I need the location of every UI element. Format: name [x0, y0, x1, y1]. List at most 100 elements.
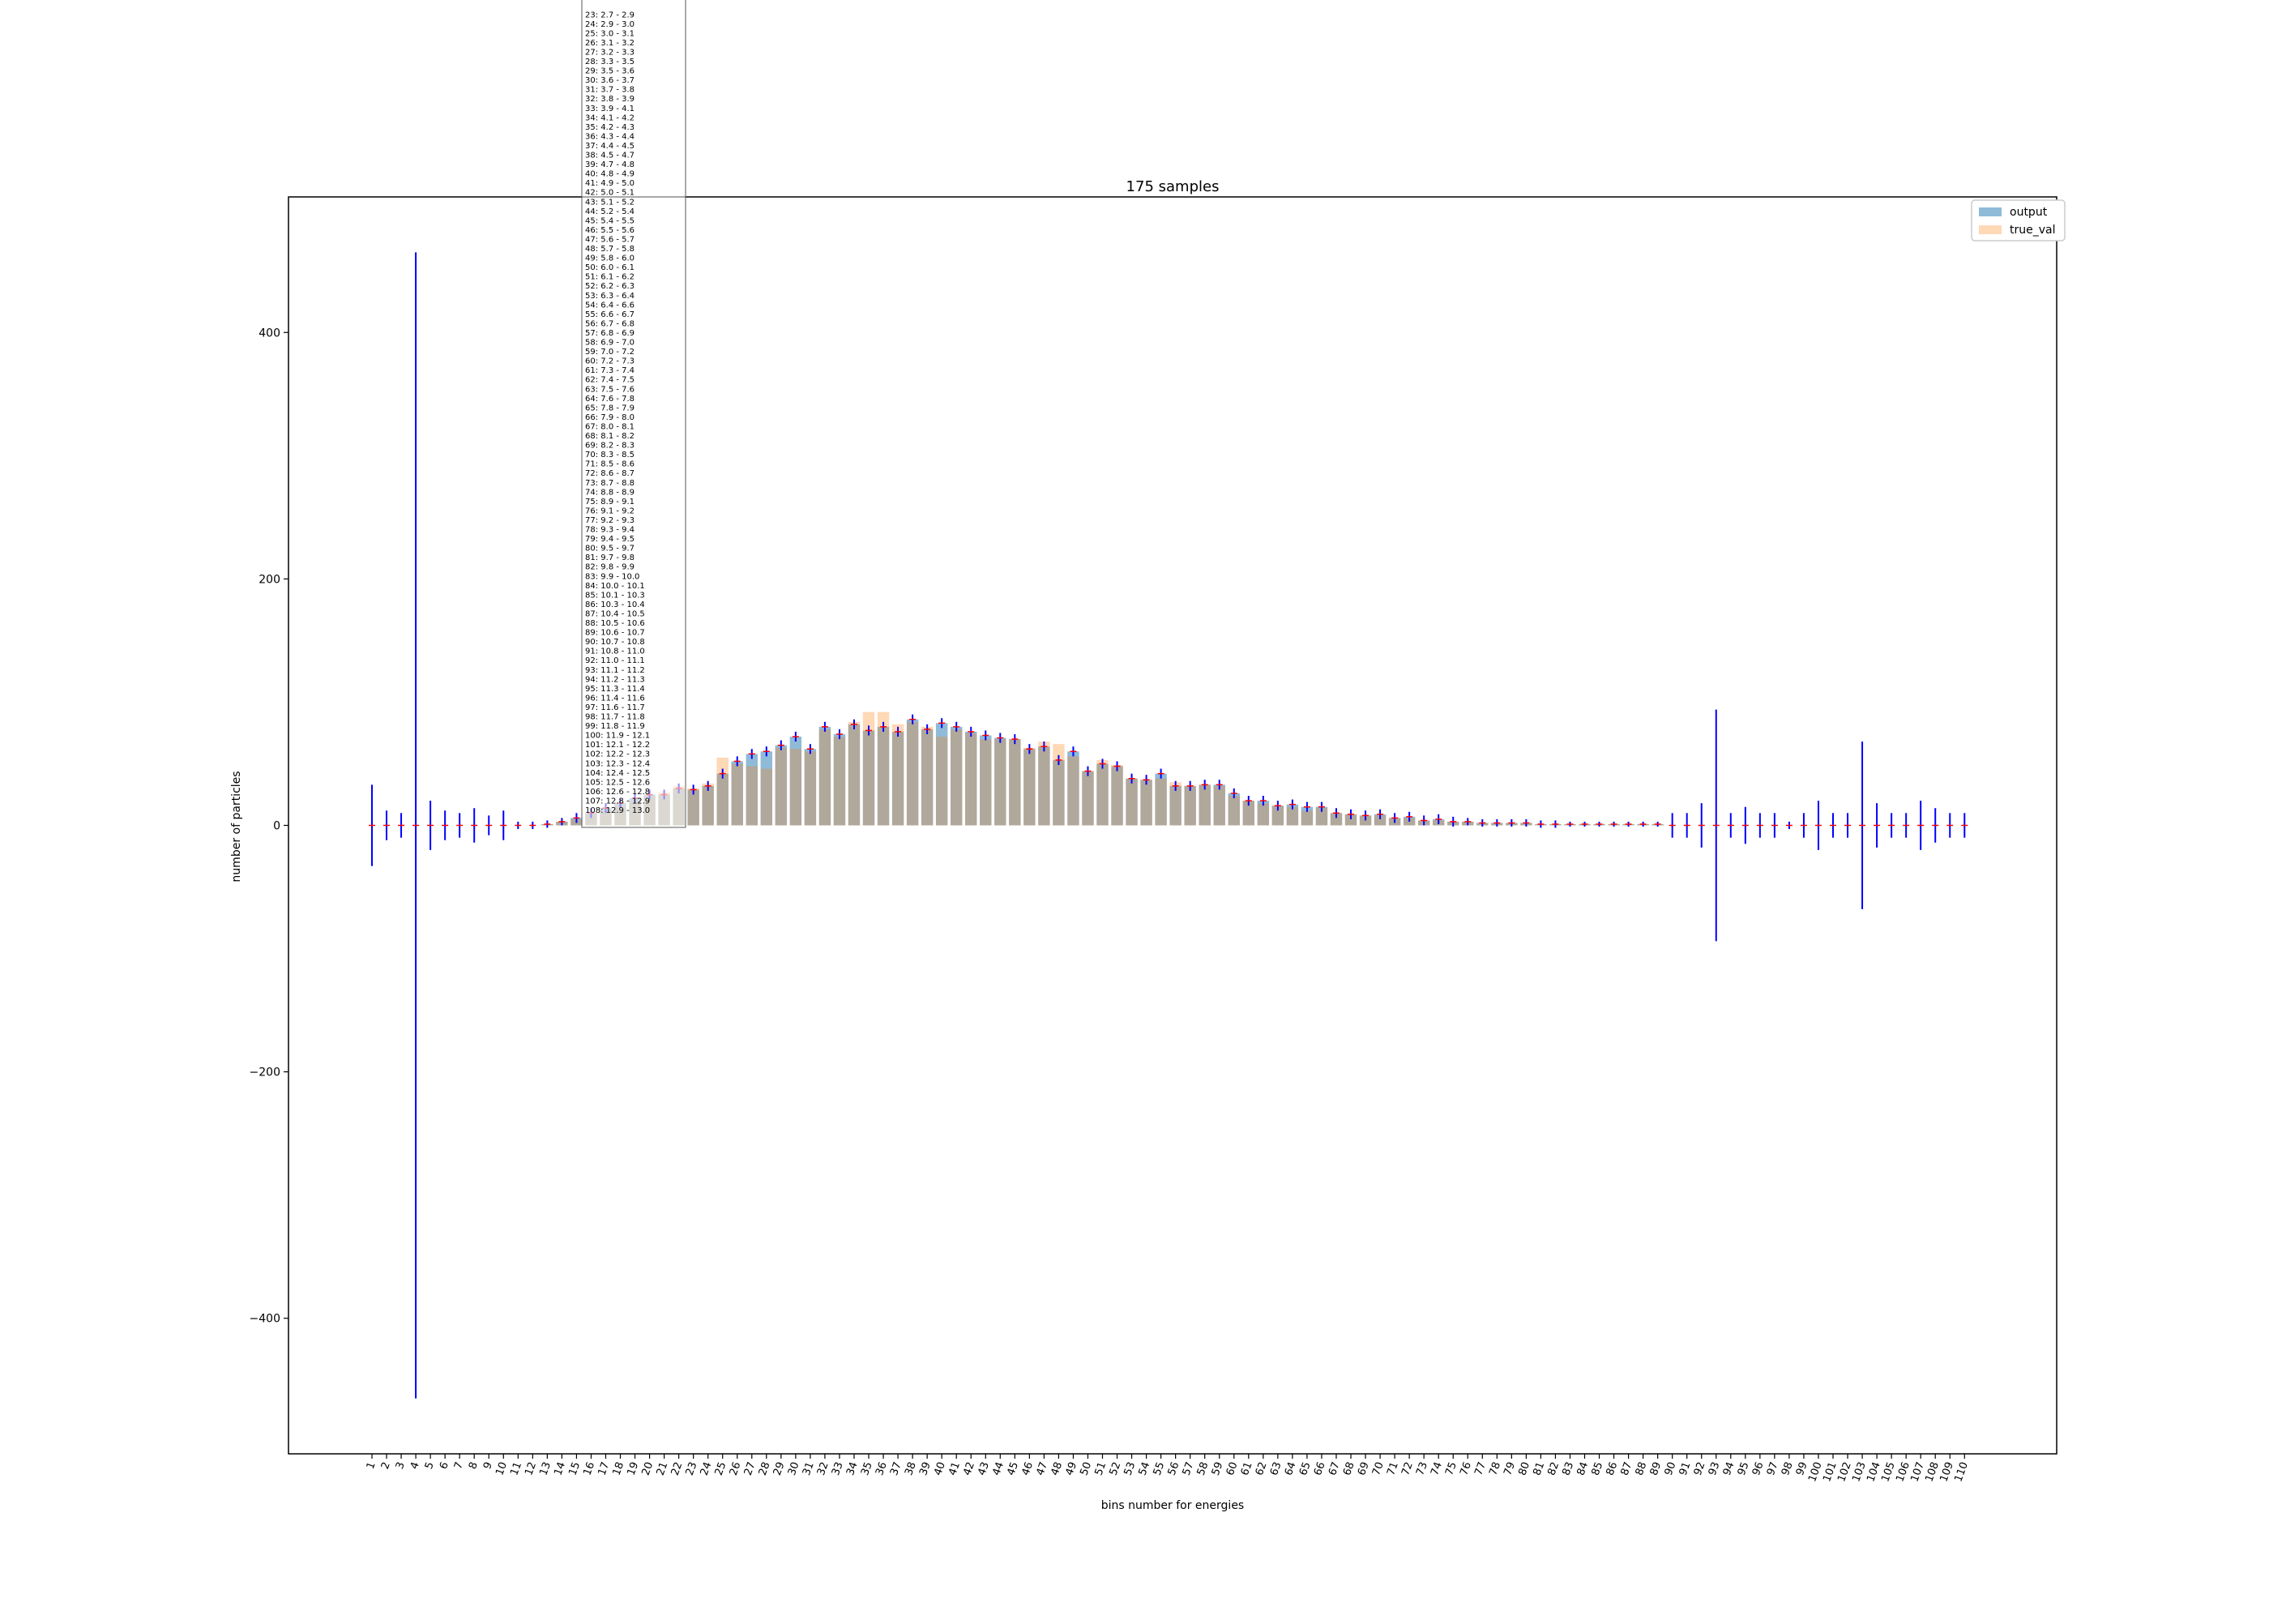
bin-table-row: 100: 11.9 - 12.1 [585, 732, 650, 741]
x-tick-label: 19 [626, 1460, 642, 1477]
bar-output-51 [1096, 763, 1109, 826]
bin-table-row: 40: 4.8 - 4.9 [585, 170, 635, 179]
bin-table-row: 85: 10.1 - 10.3 [585, 591, 645, 600]
bin-table-row: 72: 8.6 - 8.7 [585, 469, 635, 478]
legend-swatch-true-val [1979, 225, 2002, 234]
bar-true-val-42 [965, 733, 977, 826]
bar-true-val-23 [687, 788, 699, 826]
x-tick-label: 39 [917, 1460, 934, 1477]
x-tick-label: 73 [1414, 1460, 1430, 1477]
bar-true-val-64 [1286, 806, 1299, 826]
bin-table-row: 33: 3.9 - 4.1 [585, 105, 635, 113]
bin-table-row: 60: 7.2 - 7.3 [585, 357, 635, 366]
bar-true-val-68 [1344, 814, 1357, 826]
x-tick-label: 93 [1707, 1460, 1723, 1477]
bin-table-row: 75: 8.9 - 9.1 [585, 498, 635, 506]
bar-true-val-70 [1374, 815, 1387, 826]
bin-table-row: 74: 8.8 - 8.9 [585, 488, 635, 497]
bin-table-row: 79: 9.4 - 9.5 [585, 535, 635, 544]
bin-table-box: 23: 2.7 - 2.924: 2.9 - 3.025: 3.0 - 3.12… [581, 0, 686, 828]
bar-true-val-55 [1155, 778, 1167, 826]
bar-true-val-57 [1184, 785, 1196, 826]
bar-true-val-66 [1315, 808, 1328, 826]
bin-table-row: 53: 6.3 - 6.4 [585, 292, 635, 301]
bin-table-row: 38: 4.5 - 4.7 [585, 152, 635, 160]
bar-output-28 [760, 751, 773, 826]
bin-table-row: 106: 12.6 - 12.8 [585, 788, 650, 797]
x-tick-label: 55 [1152, 1460, 1168, 1477]
x-tick-label: 25 [713, 1460, 729, 1477]
bar-output-39 [921, 729, 934, 826]
bin-table-row: 90: 10.7 - 10.8 [585, 638, 645, 647]
bar-output-30 [789, 737, 802, 826]
bar-output-59 [1213, 784, 1225, 826]
x-tick-label: 35 [859, 1460, 875, 1477]
bar-true-val-28 [760, 768, 773, 826]
bin-table-row: 98: 11.7 - 11.8 [585, 713, 645, 722]
x-tick-label: 99 [1794, 1460, 1810, 1477]
x-tick-label: 33 [830, 1460, 846, 1477]
x-tick-label: 14 [552, 1460, 568, 1477]
bin-table-row: 69: 8.2 - 8.3 [585, 442, 635, 451]
bin-table-row: 83: 9.9 - 10.0 [585, 572, 639, 581]
bin-table-row: 97: 11.6 - 11.7 [585, 703, 645, 712]
bin-table-row: 99: 11.8 - 11.9 [585, 722, 645, 731]
bin-table-row: 81: 9.7 - 9.8 [585, 553, 635, 562]
bin-table-row: 76: 9.1 - 9.2 [585, 506, 635, 515]
bar-true-val-43 [980, 739, 992, 826]
bar-output-63 [1271, 806, 1284, 826]
bin-table-row: 88: 10.5 - 10.6 [585, 619, 645, 628]
bin-table-row: 67: 8.0 - 8.1 [585, 422, 635, 431]
bar-output-47 [1038, 746, 1050, 826]
bar-output-25 [716, 773, 729, 826]
bar-output-49 [1067, 751, 1079, 826]
bar-true-val-25 [716, 757, 729, 826]
bin-table-row: 95: 11.3 - 11.4 [585, 685, 645, 694]
x-tick-label: 31 [801, 1460, 817, 1477]
x-tick-label: 28 [757, 1460, 773, 1477]
x-axis-label: bins number for energies [1101, 1499, 1244, 1512]
x-tick-label: 47 [1034, 1460, 1050, 1477]
bin-table-row: 102: 12.2 - 12.3 [585, 750, 650, 759]
bin-table-row: 54: 6.4 - 6.6 [585, 301, 635, 310]
bar-true-val-45 [1009, 739, 1021, 826]
bin-table-row: 58: 6.9 - 7.0 [585, 339, 635, 348]
x-tick-label: 52 [1108, 1460, 1124, 1477]
x-tick-label: 38 [903, 1460, 919, 1477]
bar-output-40 [935, 723, 948, 826]
bin-table-row: 65: 7.8 - 7.9 [585, 404, 635, 412]
x-tick-label: 12 [523, 1460, 539, 1477]
bar-true-val-63 [1271, 806, 1284, 826]
bin-table-row: 36: 4.3 - 4.4 [585, 132, 635, 141]
x-tick-label: 62 [1254, 1460, 1270, 1477]
bin-table-row: 93: 11.1 - 11.2 [585, 666, 645, 675]
bar-output-46 [1023, 749, 1036, 826]
x-ticks-layer: 1 2 3 4 5 6 7 8 91011121314151617181920212223242… [365, 1454, 1971, 1484]
bar-true-val-33 [833, 737, 846, 826]
x-tick-label: 43 [976, 1460, 992, 1477]
bar-output-67 [1330, 813, 1343, 826]
bin-table-row: 94: 11.2 - 11.3 [585, 675, 645, 684]
bar-output-65 [1301, 806, 1314, 826]
x-tick-label: 60 [1224, 1460, 1241, 1477]
bar-true-val-32 [818, 729, 831, 826]
x-tick-label: 63 [1268, 1460, 1284, 1477]
x-tick-label: 27 [742, 1460, 758, 1477]
bar-true-val-38 [906, 721, 919, 826]
x-tick-label: 5 [423, 1460, 437, 1471]
x-tick-label: 96 [1750, 1460, 1767, 1477]
x-tick-label: 69 [1356, 1460, 1372, 1477]
x-tick-label: 20 [640, 1460, 656, 1477]
bar-output-34 [848, 724, 861, 826]
bin-table-row: 37: 4.4 - 4.5 [585, 142, 635, 151]
bin-table-row: 82: 9.8 - 9.9 [585, 563, 635, 572]
x-tick-label: 83 [1560, 1460, 1576, 1477]
bar-true-val-52 [1111, 764, 1123, 826]
x-tick-label: 86 [1605, 1460, 1621, 1477]
x-tick-label: 53 [1122, 1460, 1139, 1477]
x-tick-label: 65 [1297, 1460, 1314, 1477]
x-tick-label: 44 [990, 1460, 1006, 1477]
x-tick-label: 50 [1078, 1460, 1094, 1477]
bin-table-row: 23: 2.7 - 2.9 [585, 11, 635, 19]
bar-output-64 [1286, 804, 1299, 826]
